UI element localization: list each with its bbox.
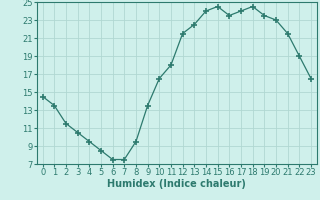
X-axis label: Humidex (Indice chaleur): Humidex (Indice chaleur) [108,179,246,189]
